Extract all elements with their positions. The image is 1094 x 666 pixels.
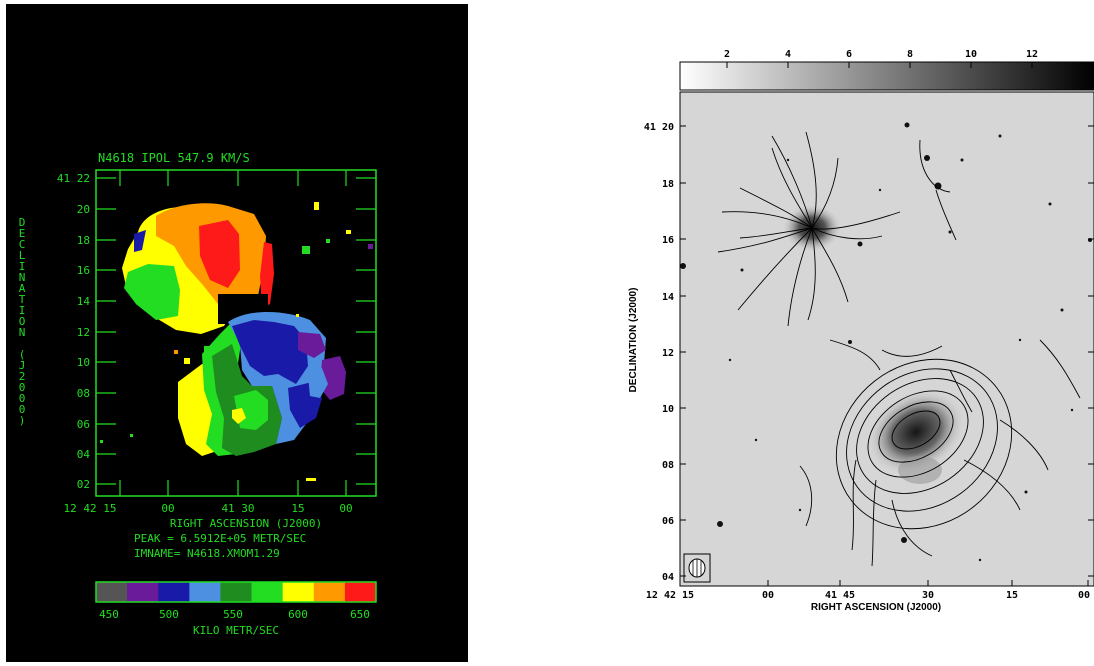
velocity-colorbar xyxy=(96,582,377,602)
colorbar-tick-label: 650 xyxy=(350,608,370,621)
x-tick-labels: 12 42 15 00 41 30 15 00 xyxy=(64,502,353,515)
x-tick-label: 12 42 15 xyxy=(64,502,117,515)
greyscale-colorbar-tick-labels: 2 4 6 8 10 12 xyxy=(724,49,1038,60)
x-axis xyxy=(119,170,347,496)
optical-y-axis xyxy=(680,125,1094,577)
velocity-region-blue-south xyxy=(232,320,308,384)
colorbar-frame xyxy=(95,581,377,603)
optical-y-tick-labels: 41 20 18 16 14 12 10 08 06 04 xyxy=(644,122,674,583)
colorbar-tick-label: 600 xyxy=(288,608,308,621)
y-axis xyxy=(96,177,376,485)
greyscale-colorbar xyxy=(679,61,1094,91)
velocity-map xyxy=(100,202,373,481)
galaxy-ngc4618-glow xyxy=(866,388,966,476)
x-tick-label: 15 xyxy=(291,502,304,515)
peak-readout: PEAK = 6.5912E+05 METR/SEC xyxy=(134,532,306,545)
optical-overlay-plot: 2 4 6 8 10 12 xyxy=(628,49,1094,613)
greyscale-tick-label: 6 xyxy=(846,49,852,60)
x-tick-label: 00 xyxy=(161,502,174,515)
galaxy-ngc4618-arm xyxy=(898,456,942,484)
y-tick-label: 12 xyxy=(77,326,90,339)
velocity-specks xyxy=(100,202,373,481)
optical-y-tick-label: 41 20 xyxy=(644,122,674,133)
y-tick-label: 18 xyxy=(77,234,90,247)
optical-y-tick-label: 14 xyxy=(662,292,674,303)
optical-y-tick-label: 08 xyxy=(662,460,674,471)
velocity-field-panel: N4618 IPOL 547.9 KM/S xyxy=(6,4,468,662)
velocity-region-yellow-spot xyxy=(232,408,246,424)
greyscale-tick-label: 2 xyxy=(724,49,730,60)
optical-x-axis-label: RIGHT ASCENSION (J2000) xyxy=(811,602,941,613)
y-tick-label: 14 xyxy=(77,295,91,308)
y-tick-label: 04 xyxy=(77,448,91,461)
y-tick-label: 08 xyxy=(77,387,90,400)
optical-x-axis xyxy=(679,580,1089,586)
optical-x-tick-label: 41 45 xyxy=(825,590,855,601)
y-tick-label: 06 xyxy=(77,418,90,431)
velocity-region-blue-north xyxy=(134,230,146,252)
optical-y-tick-label: 16 xyxy=(662,235,674,246)
optical-y-axis-label: DECLINATION (J2000) xyxy=(628,288,639,393)
optical-image-background xyxy=(680,92,1094,586)
y-tick-label: 02 xyxy=(77,478,90,491)
greyscale-tick-label: 10 xyxy=(965,49,977,60)
optical-x-tick-label: 12 42 15 xyxy=(646,590,694,601)
x-axis-label: RIGHT ASCENSION (J2000) xyxy=(170,517,322,530)
optical-x-tick-labels: 12 42 15 00 41 45 30 15 00 xyxy=(646,590,1090,601)
velocity-region-purple xyxy=(298,332,326,358)
greyscale-tick-label: 12 xyxy=(1026,49,1038,60)
optical-overlay-panel: 2 4 6 8 10 12 xyxy=(620,40,1094,630)
colorbar-label: KILO METR/SEC xyxy=(193,624,279,637)
y-tick-label: 20 xyxy=(77,203,90,216)
colorbar-cell xyxy=(313,582,346,602)
velocity-region-red-north xyxy=(199,220,240,288)
plot-frame xyxy=(95,169,377,497)
colorbar-cell xyxy=(282,582,315,602)
greyscale-tick-label: 8 xyxy=(907,49,913,60)
colorbar-cell xyxy=(344,582,377,602)
colorbar-tick-labels: 450 500 550 600 650 xyxy=(99,608,370,621)
image-name: IMNAME= N4618.XMOM1.29 xyxy=(134,547,280,560)
optical-y-tick-label: 18 xyxy=(662,179,674,190)
optical-y-tick-label: 10 xyxy=(662,404,674,415)
hi-contours-south xyxy=(799,339,1081,567)
velocity-region-purple-east xyxy=(320,356,346,400)
colorbar-tick-label: 450 xyxy=(99,608,119,621)
colorbar-cell xyxy=(220,582,253,602)
plot-title: N4618 IPOL 547.9 KM/S xyxy=(98,151,250,165)
velocity-region-lightblue-east xyxy=(308,368,328,398)
colorbar-tick-label: 500 xyxy=(159,608,179,621)
x-tick-label: 41 30 xyxy=(221,502,254,515)
beam-indicator xyxy=(683,553,711,583)
optical-y-tick-label: 12 xyxy=(662,348,674,359)
star-field xyxy=(680,122,1092,562)
colorbar-cell xyxy=(127,582,159,602)
greyscale-colorbar-ticks xyxy=(726,62,1033,68)
velocity-region-green-north xyxy=(124,264,180,320)
optical-frame xyxy=(679,91,1094,587)
optical-x-tick-label: 15 xyxy=(1006,590,1018,601)
optical-x-tick-label: 30 xyxy=(922,590,934,601)
greyscale-tick-label: 4 xyxy=(785,49,791,60)
optical-y-tick-label: 06 xyxy=(662,516,674,527)
velocity-region-red-edge xyxy=(260,242,274,308)
y-tick-label: 41 22 xyxy=(57,172,90,185)
y-tick-label: 10 xyxy=(77,356,90,369)
colorbar-cell xyxy=(96,582,128,602)
optical-x-tick-label: 00 xyxy=(1078,590,1090,601)
colorbar-cell xyxy=(251,582,284,602)
x-tick-label: 00 xyxy=(339,502,352,515)
colorbar-tick-label: 550 xyxy=(223,608,243,621)
optical-y-tick-label: 04 xyxy=(662,572,674,583)
colorbar-cell xyxy=(158,582,190,602)
y-tick-labels: 41 22 20 18 16 14 12 10 08 06 04 02 xyxy=(57,172,90,491)
optical-image xyxy=(680,122,1092,583)
colorbar-cell xyxy=(189,582,221,602)
optical-x-tick-label: 00 xyxy=(762,590,774,601)
y-tick-label: 16 xyxy=(77,264,90,277)
velocity-field-plot: N4618 IPOL 547.9 KM/S xyxy=(19,151,377,637)
hi-contours-north xyxy=(717,131,957,371)
